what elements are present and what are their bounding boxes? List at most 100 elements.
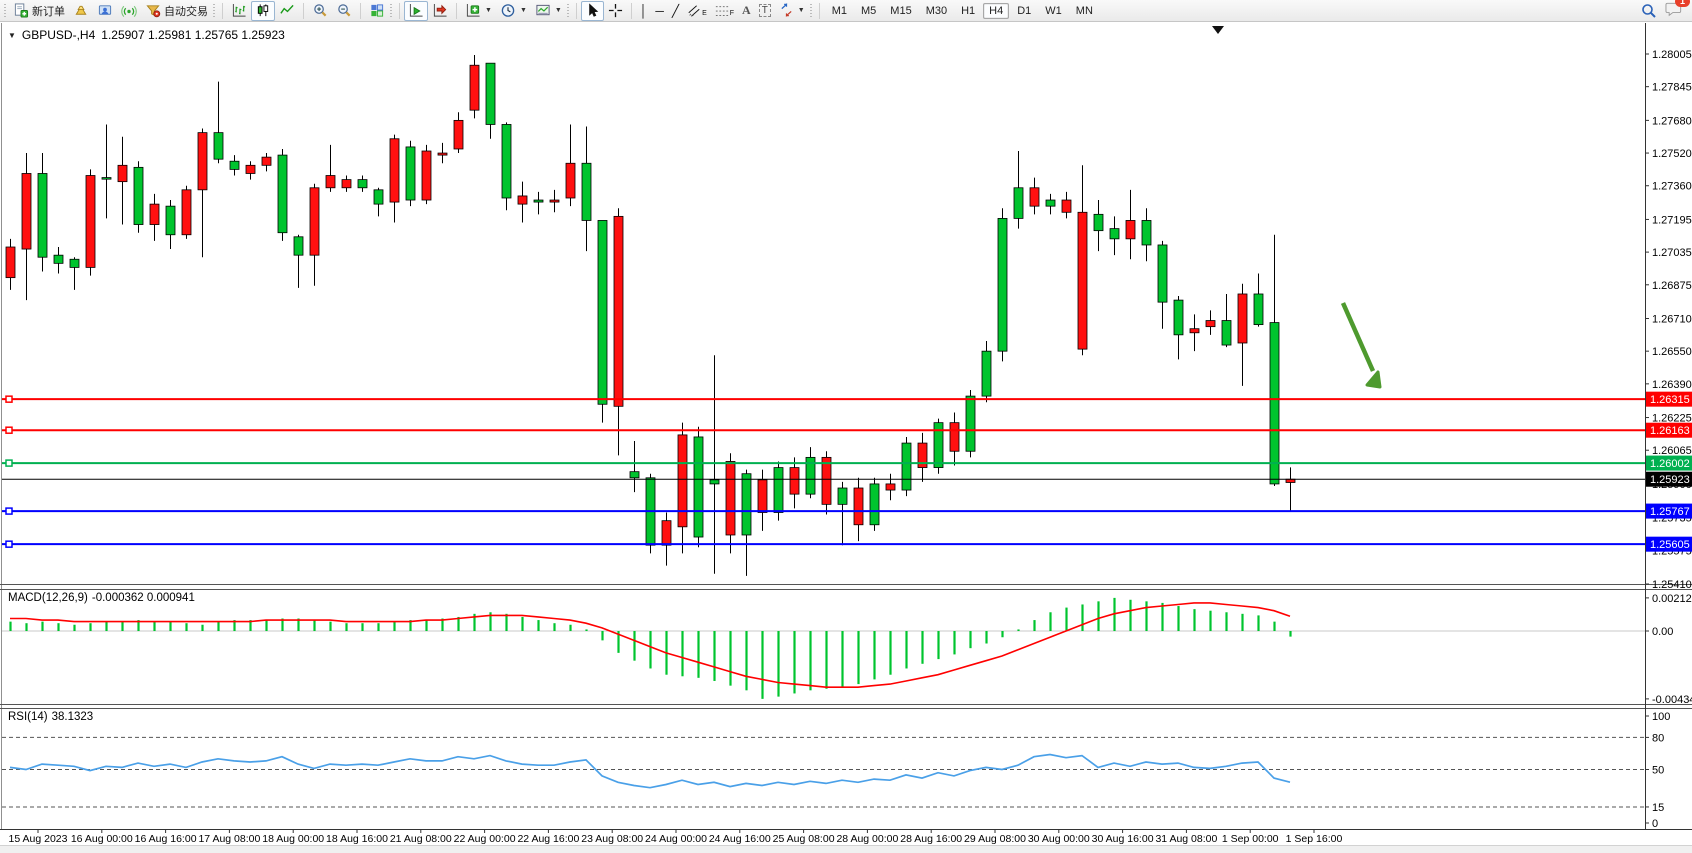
indicators-icon: [466, 3, 480, 17]
chevron-down-icon: ▼: [797, 7, 805, 14]
new-order-label: 新订单: [32, 5, 65, 18]
crosshair-icon: [608, 3, 622, 18]
svg-text:18 Aug 00:00: 18 Aug 00:00: [262, 833, 324, 845]
line-chart-mode-button[interactable]: [275, 1, 299, 21]
depth-of-market-button[interactable]: [93, 1, 117, 21]
timeframe-H4[interactable]: H4: [983, 2, 1010, 19]
market-watch-button[interactable]: [69, 1, 93, 21]
svg-text:1.26390: 1.26390: [1652, 379, 1692, 391]
zoom-in-button[interactable]: [308, 1, 332, 21]
notification-badge: 1: [1675, 0, 1690, 7]
bar-chart-mode-button[interactable]: [227, 1, 251, 21]
rsi-value: 38.1323: [51, 711, 94, 723]
timeframe-W1[interactable]: W1: [1045, 4, 1062, 17]
svg-text:18 Aug 16:00: 18 Aug 16:00: [326, 833, 388, 845]
svg-text:17 Aug 08:00: 17 Aug 08:00: [198, 833, 260, 845]
price-level-lines[interactable]: [2, 395, 1645, 548]
trend-arrow[interactable]: [1340, 302, 1382, 389]
cursor-tool-button[interactable]: [580, 0, 604, 21]
chart-shift-button[interactable]: [428, 1, 452, 21]
svg-text:1.25923: 1.25923: [1650, 474, 1690, 486]
chart-header: ▼ GBPUSD-,H4 1.25907 1.25981 1.25765 1.2…: [8, 28, 285, 42]
text-tool-button[interactable]: A: [738, 1, 755, 21]
toolbar-grip[interactable]: [213, 3, 215, 18]
vertical-line-tool-button[interactable]: │: [636, 1, 652, 21]
channel-e-label: E: [702, 10, 707, 17]
chart-shift-marker: [1212, 26, 1224, 34]
svg-text:1.26875: 1.26875: [1652, 280, 1692, 292]
templates-button[interactable]: ▼: [531, 1, 566, 21]
auto-scroll-icon: [409, 3, 423, 17]
svg-text:22 Aug 16:00: 22 Aug 16:00: [517, 833, 579, 845]
zoom-out-button[interactable]: [332, 1, 356, 21]
chart-plot-area[interactable]: 1.28005 1.27845 1.27680 1.27520 1.27360 1.271…: [0, 22, 1692, 853]
text-tool-icon: A: [742, 3, 751, 17]
indicators-button[interactable]: ▼: [461, 1, 496, 21]
timeframe-M30[interactable]: M30: [925, 4, 948, 17]
toolbar-grip[interactable]: [809, 3, 812, 18]
clock-icon: [501, 4, 515, 17]
svg-text:21 Aug 08:00: 21 Aug 08:00: [390, 833, 452, 845]
monitor-user-icon: [98, 5, 112, 15]
macd-pane-header: MACD(12,26,9) -0.000362 0.000941: [8, 592, 195, 604]
auto-trading-button[interactable]: 自动交易: [141, 1, 212, 21]
svg-text:24 Aug 00:00: 24 Aug 00:00: [645, 833, 707, 845]
zoom-out-icon: [338, 4, 351, 17]
rsi-pane: 100 80 50 15 0: [2, 711, 1670, 830]
timeframe-M15[interactable]: M15: [890, 4, 912, 17]
timeframe-MN[interactable]: MN: [1075, 4, 1093, 17]
chart-collapse-icon[interactable]: ▼: [8, 30, 16, 40]
svg-text:0.00: 0.00: [1652, 626, 1673, 638]
separator: [222, 2, 223, 19]
svg-text:23 Aug 08:00: 23 Aug 08:00: [581, 833, 643, 845]
signals-button[interactable]: [117, 1, 141, 21]
svg-text:1.26002: 1.26002: [1650, 458, 1690, 470]
toolbar-grip[interactable]: [4, 3, 6, 18]
chevron-down-icon: ▼: [554, 7, 562, 14]
svg-text:1.27845: 1.27845: [1652, 82, 1692, 94]
svg-text:1.26065: 1.26065: [1652, 445, 1692, 457]
template-icon: [536, 4, 550, 16]
svg-text:1.27360: 1.27360: [1652, 181, 1692, 193]
svg-text:1.25605: 1.25605: [1650, 539, 1690, 551]
notifications-button[interactable]: 1: [1665, 0, 1690, 20]
rsi-label: RSI(14): [8, 711, 48, 723]
text-label-tool-button[interactable]: T: [755, 1, 775, 21]
tile-windows-button[interactable]: [365, 1, 389, 21]
candlestick-mode-button[interactable]: [251, 0, 275, 21]
new-order-button[interactable]: 新订单: [9, 1, 69, 21]
horizontal-line-tool-button[interactable]: ─: [651, 1, 668, 21]
timeframe-H1[interactable]: H1: [961, 4, 976, 17]
toolbar-grip[interactable]: [390, 3, 392, 18]
arrows-tool-button[interactable]: ▼: [775, 1, 809, 21]
bar-chart-icon: [232, 3, 246, 17]
toolbar-grip[interactable]: [566, 3, 569, 18]
svg-text:80: 80: [1652, 732, 1664, 744]
candlestick-icon: [257, 4, 269, 17]
svg-text:1.25410: 1.25410: [1652, 579, 1692, 591]
candlestick-series: [5, 55, 1296, 576]
timeframe-M1[interactable]: M1: [831, 4, 848, 17]
svg-text:1.26225: 1.26225: [1652, 413, 1692, 425]
separator: [399, 2, 400, 19]
svg-text:30 Aug 00:00: 30 Aug 00:00: [1028, 833, 1090, 845]
tile-windows-icon: [371, 4, 384, 17]
svg-text:1 Sep 16:00: 1 Sep 16:00: [1286, 833, 1343, 845]
timeframe-M5[interactable]: M5: [861, 4, 877, 17]
crosshair-tool-button[interactable]: [604, 1, 627, 21]
timeframe-D1[interactable]: D1: [1017, 4, 1032, 17]
channel-tool-button[interactable]: E: [683, 1, 711, 21]
auto-scroll-button[interactable]: [404, 0, 428, 21]
svg-text:100: 100: [1652, 711, 1670, 723]
svg-text:1.27680: 1.27680: [1652, 115, 1692, 127]
svg-text:15 Aug 2023: 15 Aug 2023: [9, 833, 68, 845]
fibonacci-tool-button[interactable]: F: [711, 1, 738, 21]
macd-values: -0.000362 0.000941: [91, 592, 195, 604]
trendline-tool-button[interactable]: ╱: [668, 1, 683, 21]
search-icon[interactable]: [1641, 3, 1657, 19]
periods-button[interactable]: ▼: [496, 1, 531, 21]
time-axis: 15 Aug 2023 16 Aug 00:00 16 Aug 16:00 17 Au…: [9, 829, 1343, 845]
horizontal-line-icon: ─: [655, 3, 664, 18]
svg-text:28 Aug 00:00: 28 Aug 00:00: [836, 833, 898, 845]
svg-text:1.25767: 1.25767: [1650, 506, 1690, 518]
